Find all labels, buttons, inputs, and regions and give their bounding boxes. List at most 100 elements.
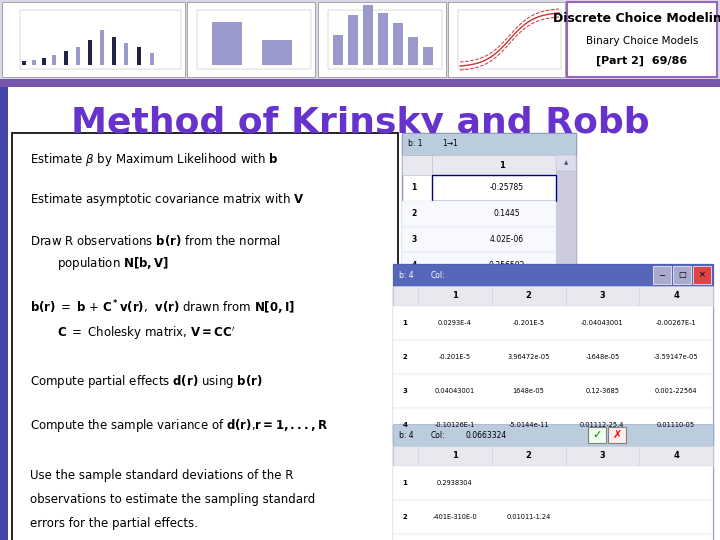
Text: 0.0663324: 0.0663324 [465, 430, 506, 440]
Bar [262, 40, 292, 65]
Bar [432, 155, 556, 175]
Text: ─: ─ [660, 271, 665, 280]
Text: ✗: ✗ [612, 430, 621, 440]
Bar [20, 10, 181, 69]
Text: 0.0293E-4: 0.0293E-4 [438, 320, 472, 326]
Bar [137, 47, 140, 65]
Text: 0.01011-1.24: 0.01011-1.24 [506, 514, 551, 520]
Text: 4: 4 [673, 451, 679, 461]
Bar [408, 37, 418, 65]
Bar [639, 446, 713, 466]
Bar [458, 10, 561, 69]
Bar [212, 22, 242, 65]
Text: Draw R observations $\mathbf{b(r)}$ from the normal: Draw R observations $\mathbf{b(r)}$ from… [30, 233, 281, 247]
Text: -0.04043001: -0.04043001 [581, 320, 624, 326]
Text: Estimate asymptotic covariance matrix with $\mathbf{V}$: Estimate asymptotic covariance matrix wi… [30, 191, 305, 207]
Text: 2: 2 [526, 451, 531, 461]
Bar [42, 58, 45, 65]
Text: 4: 4 [673, 292, 679, 300]
Text: 0.2938304: 0.2938304 [437, 480, 473, 486]
Bar [393, 424, 713, 540]
Text: -1648e-05: -1648e-05 [585, 354, 619, 360]
Text: 2: 2 [526, 292, 531, 300]
Text: -401E-310E-0: -401E-310E-0 [433, 514, 477, 520]
Bar [418, 446, 492, 466]
Text: 0.001-22564: 0.001-22564 [654, 388, 698, 394]
Text: -0.00267E-1: -0.00267E-1 [656, 320, 696, 326]
Text: 2: 2 [402, 354, 408, 360]
Text: ×: × [698, 271, 706, 280]
Text: [Part 2]  69/86: [Part 2] 69/86 [596, 56, 688, 66]
Text: 3: 3 [402, 388, 408, 394]
Bar [393, 500, 713, 534]
Bar [32, 60, 35, 65]
Bar [588, 427, 606, 443]
Bar [423, 47, 433, 65]
Bar [393, 446, 418, 466]
Text: Binary Choice Models: Binary Choice Models [586, 36, 698, 46]
Text: 4.02E-06: 4.02E-06 [490, 235, 524, 244]
Text: -0.201E-5: -0.201E-5 [438, 354, 471, 360]
Bar [0, 87, 8, 540]
Bar [52, 55, 55, 65]
Bar [64, 51, 68, 65]
Bar [22, 61, 26, 65]
Text: 3: 3 [600, 451, 606, 461]
Text: 0.01112-25.4: 0.01112-25.4 [580, 422, 625, 428]
Text: b: 4: b: 4 [399, 430, 413, 440]
Bar [402, 133, 576, 278]
Bar [393, 340, 713, 374]
Text: $\mathbf{C}$ $=$ Cholesky matrix, $\mathbf{V = CC'}$: $\mathbf{C}$ $=$ Cholesky matrix, $\math… [57, 324, 235, 342]
Bar [393, 374, 713, 408]
Text: 1: 1 [452, 292, 458, 300]
Bar [318, 2, 446, 77]
Bar [402, 252, 556, 278]
Bar [100, 30, 104, 65]
Bar [565, 446, 639, 466]
Bar [393, 466, 713, 500]
Bar [348, 15, 358, 65]
Text: ✓: ✓ [593, 430, 602, 440]
Text: Col:: Col: [431, 430, 446, 440]
Text: Method of Krinsky and Robb: Method of Krinsky and Robb [71, 106, 649, 140]
Text: population $\mathbf{N[b,V]}$: population $\mathbf{N[b,V]}$ [57, 254, 169, 272]
Bar [150, 53, 153, 65]
Bar [328, 10, 442, 69]
Bar [393, 264, 713, 286]
Text: -0.201E-5: -0.201E-5 [513, 320, 545, 326]
Bar [448, 2, 565, 77]
Bar [639, 286, 713, 306]
Text: 2: 2 [402, 514, 408, 520]
Bar [653, 266, 671, 284]
Text: errors for the partial effects.: errors for the partial effects. [30, 516, 198, 530]
Text: 0.12-3685: 0.12-3685 [585, 388, 619, 394]
Bar [378, 13, 388, 65]
Bar [0, 79, 720, 87]
Text: □: □ [678, 271, 686, 280]
Text: Compute partial effects $\mathbf{d(r)}$ using $\mathbf{b(r)}$: Compute partial effects $\mathbf{d(r)}$ … [30, 373, 263, 389]
Bar [565, 286, 639, 306]
Text: 2: 2 [411, 209, 417, 218]
Text: -5.0144e-11: -5.0144e-11 [508, 422, 549, 428]
Text: 4: 4 [402, 422, 408, 428]
Bar [393, 424, 713, 446]
Bar [567, 2, 717, 77]
Bar [402, 155, 556, 175]
Bar [492, 446, 565, 466]
Bar [693, 266, 711, 284]
Bar [363, 5, 373, 65]
Bar [393, 534, 713, 540]
Bar [88, 40, 91, 65]
Text: 1: 1 [402, 480, 408, 486]
Text: -0.10126E-1: -0.10126E-1 [435, 422, 475, 428]
Text: b: 4: b: 4 [399, 271, 413, 280]
Text: Col:: Col: [431, 271, 446, 280]
Text: -3.59147e-05: -3.59147e-05 [654, 354, 698, 360]
Text: 3: 3 [411, 235, 417, 244]
Bar [673, 266, 691, 284]
Text: 3: 3 [600, 292, 606, 300]
Text: $\mathbf{b(r)}$ $=$ $\mathbf{b}$ $+$ $\mathbf{C^*v(r)}$,  $\mathbf{v(r)}$ drawn : $\mathbf{b(r)}$ $=$ $\mathbf{b}$ $+$ $\m… [30, 299, 295, 318]
Bar [432, 175, 556, 201]
Text: -0.25785: -0.25785 [490, 184, 524, 192]
Text: 1→1: 1→1 [442, 139, 458, 148]
